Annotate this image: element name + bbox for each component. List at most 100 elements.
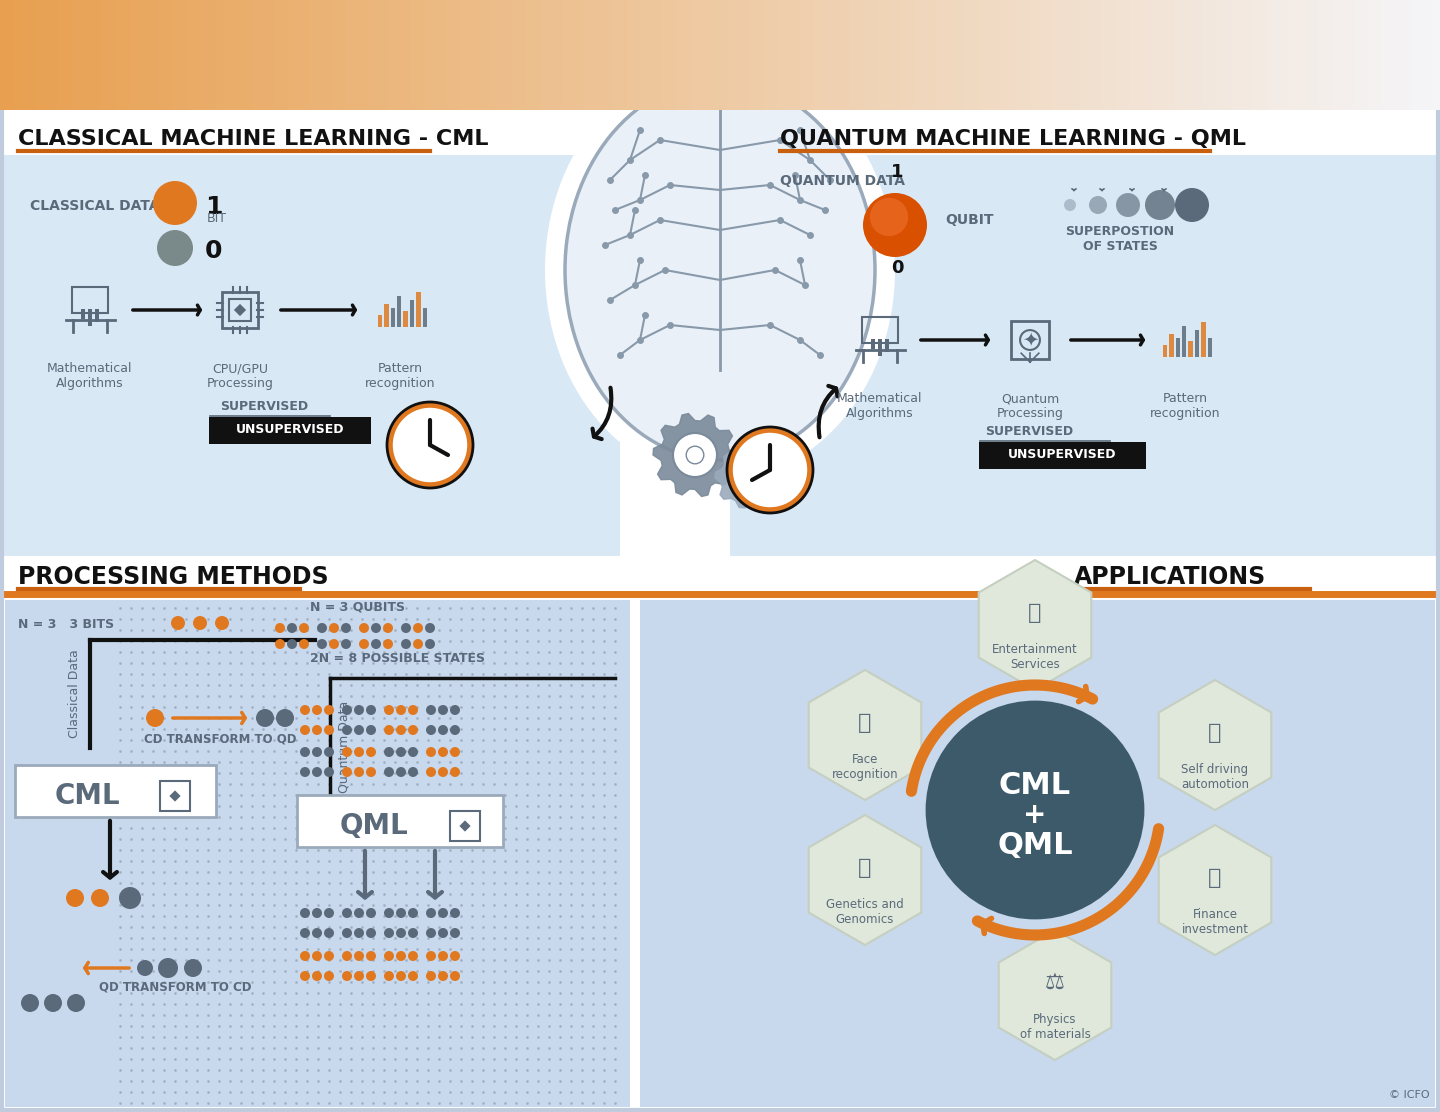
- Text: Genetics and
Genomics: Genetics and Genomics: [827, 898, 904, 926]
- Circle shape: [672, 433, 717, 477]
- Circle shape: [300, 909, 310, 919]
- Circle shape: [145, 709, 164, 727]
- Circle shape: [425, 639, 435, 649]
- Circle shape: [730, 430, 809, 510]
- Text: Quantum
Processing: Quantum Processing: [996, 393, 1063, 420]
- Bar: [88, 309, 92, 326]
- Circle shape: [438, 747, 448, 757]
- Circle shape: [324, 909, 334, 919]
- Bar: [1188, 341, 1192, 357]
- Text: Mathematical
Algorithms: Mathematical Algorithms: [48, 363, 132, 390]
- Text: QML: QML: [996, 831, 1073, 860]
- Text: ✦: ✦: [1022, 330, 1038, 349]
- Circle shape: [343, 725, 351, 735]
- Circle shape: [396, 929, 406, 939]
- Bar: [81, 309, 85, 318]
- Circle shape: [1089, 196, 1107, 214]
- Bar: [397, 296, 402, 327]
- Circle shape: [366, 909, 376, 919]
- Circle shape: [68, 994, 85, 1012]
- Circle shape: [366, 929, 376, 939]
- Circle shape: [384, 909, 395, 919]
- Circle shape: [324, 705, 334, 715]
- Polygon shape: [459, 821, 471, 832]
- Text: Pattern
recognition: Pattern recognition: [364, 363, 435, 390]
- Circle shape: [408, 705, 418, 715]
- Circle shape: [317, 623, 327, 633]
- Circle shape: [275, 623, 285, 633]
- FancyBboxPatch shape: [639, 600, 1436, 1108]
- Circle shape: [408, 909, 418, 919]
- Circle shape: [324, 951, 334, 961]
- Circle shape: [408, 747, 418, 757]
- Circle shape: [408, 971, 418, 981]
- Text: N = 3 QUBITS: N = 3 QUBITS: [310, 600, 405, 613]
- Circle shape: [863, 193, 927, 257]
- Text: Mathematical
Algorithms: Mathematical Algorithms: [837, 393, 923, 420]
- Text: © ICFO: © ICFO: [1390, 1090, 1430, 1100]
- Circle shape: [426, 971, 436, 981]
- Bar: [390, 308, 395, 327]
- Text: Finance
investment: Finance investment: [1181, 909, 1248, 936]
- Circle shape: [324, 971, 334, 981]
- Circle shape: [384, 767, 395, 777]
- Circle shape: [354, 909, 364, 919]
- Circle shape: [354, 725, 364, 735]
- Circle shape: [184, 959, 202, 977]
- Circle shape: [137, 960, 153, 976]
- Bar: [1208, 338, 1212, 357]
- Circle shape: [366, 971, 376, 981]
- Polygon shape: [809, 671, 922, 800]
- Text: 1: 1: [204, 195, 223, 219]
- Circle shape: [383, 639, 393, 649]
- Circle shape: [354, 929, 364, 939]
- Circle shape: [300, 639, 310, 649]
- Circle shape: [396, 909, 406, 919]
- Circle shape: [366, 747, 376, 757]
- Circle shape: [426, 747, 436, 757]
- Circle shape: [438, 929, 448, 939]
- Circle shape: [312, 951, 323, 961]
- Circle shape: [438, 971, 448, 981]
- Circle shape: [256, 709, 274, 727]
- Circle shape: [449, 971, 459, 981]
- Polygon shape: [1159, 825, 1272, 955]
- Circle shape: [438, 705, 448, 715]
- Bar: [410, 300, 415, 327]
- Text: 📺: 📺: [1028, 603, 1041, 623]
- Circle shape: [408, 725, 418, 735]
- Circle shape: [383, 623, 393, 633]
- Circle shape: [312, 725, 323, 735]
- Circle shape: [45, 994, 62, 1012]
- Circle shape: [396, 725, 406, 735]
- FancyBboxPatch shape: [209, 417, 372, 444]
- Polygon shape: [716, 448, 775, 508]
- Circle shape: [312, 747, 323, 757]
- Text: Face
recognition: Face recognition: [832, 753, 899, 781]
- Circle shape: [384, 929, 395, 939]
- Text: 👤: 👤: [858, 713, 871, 733]
- Text: PROCESSING METHODS: PROCESSING METHODS: [17, 565, 328, 589]
- Circle shape: [341, 623, 351, 633]
- Circle shape: [341, 639, 351, 649]
- Circle shape: [22, 994, 39, 1012]
- Circle shape: [324, 767, 334, 777]
- Circle shape: [312, 909, 323, 919]
- Circle shape: [324, 929, 334, 939]
- Circle shape: [396, 705, 406, 715]
- Bar: [384, 304, 389, 327]
- Circle shape: [413, 623, 423, 633]
- Circle shape: [324, 725, 334, 735]
- Ellipse shape: [544, 60, 896, 480]
- Circle shape: [449, 725, 459, 735]
- Circle shape: [343, 929, 351, 939]
- Circle shape: [171, 616, 184, 631]
- Text: Self driving
automotion: Self driving automotion: [1181, 763, 1248, 791]
- Text: QD TRANSFORM TO CD: QD TRANSFORM TO CD: [99, 980, 251, 993]
- Circle shape: [426, 951, 436, 961]
- Circle shape: [215, 616, 229, 631]
- Circle shape: [158, 959, 179, 977]
- Circle shape: [300, 725, 310, 735]
- Circle shape: [300, 767, 310, 777]
- Circle shape: [384, 747, 395, 757]
